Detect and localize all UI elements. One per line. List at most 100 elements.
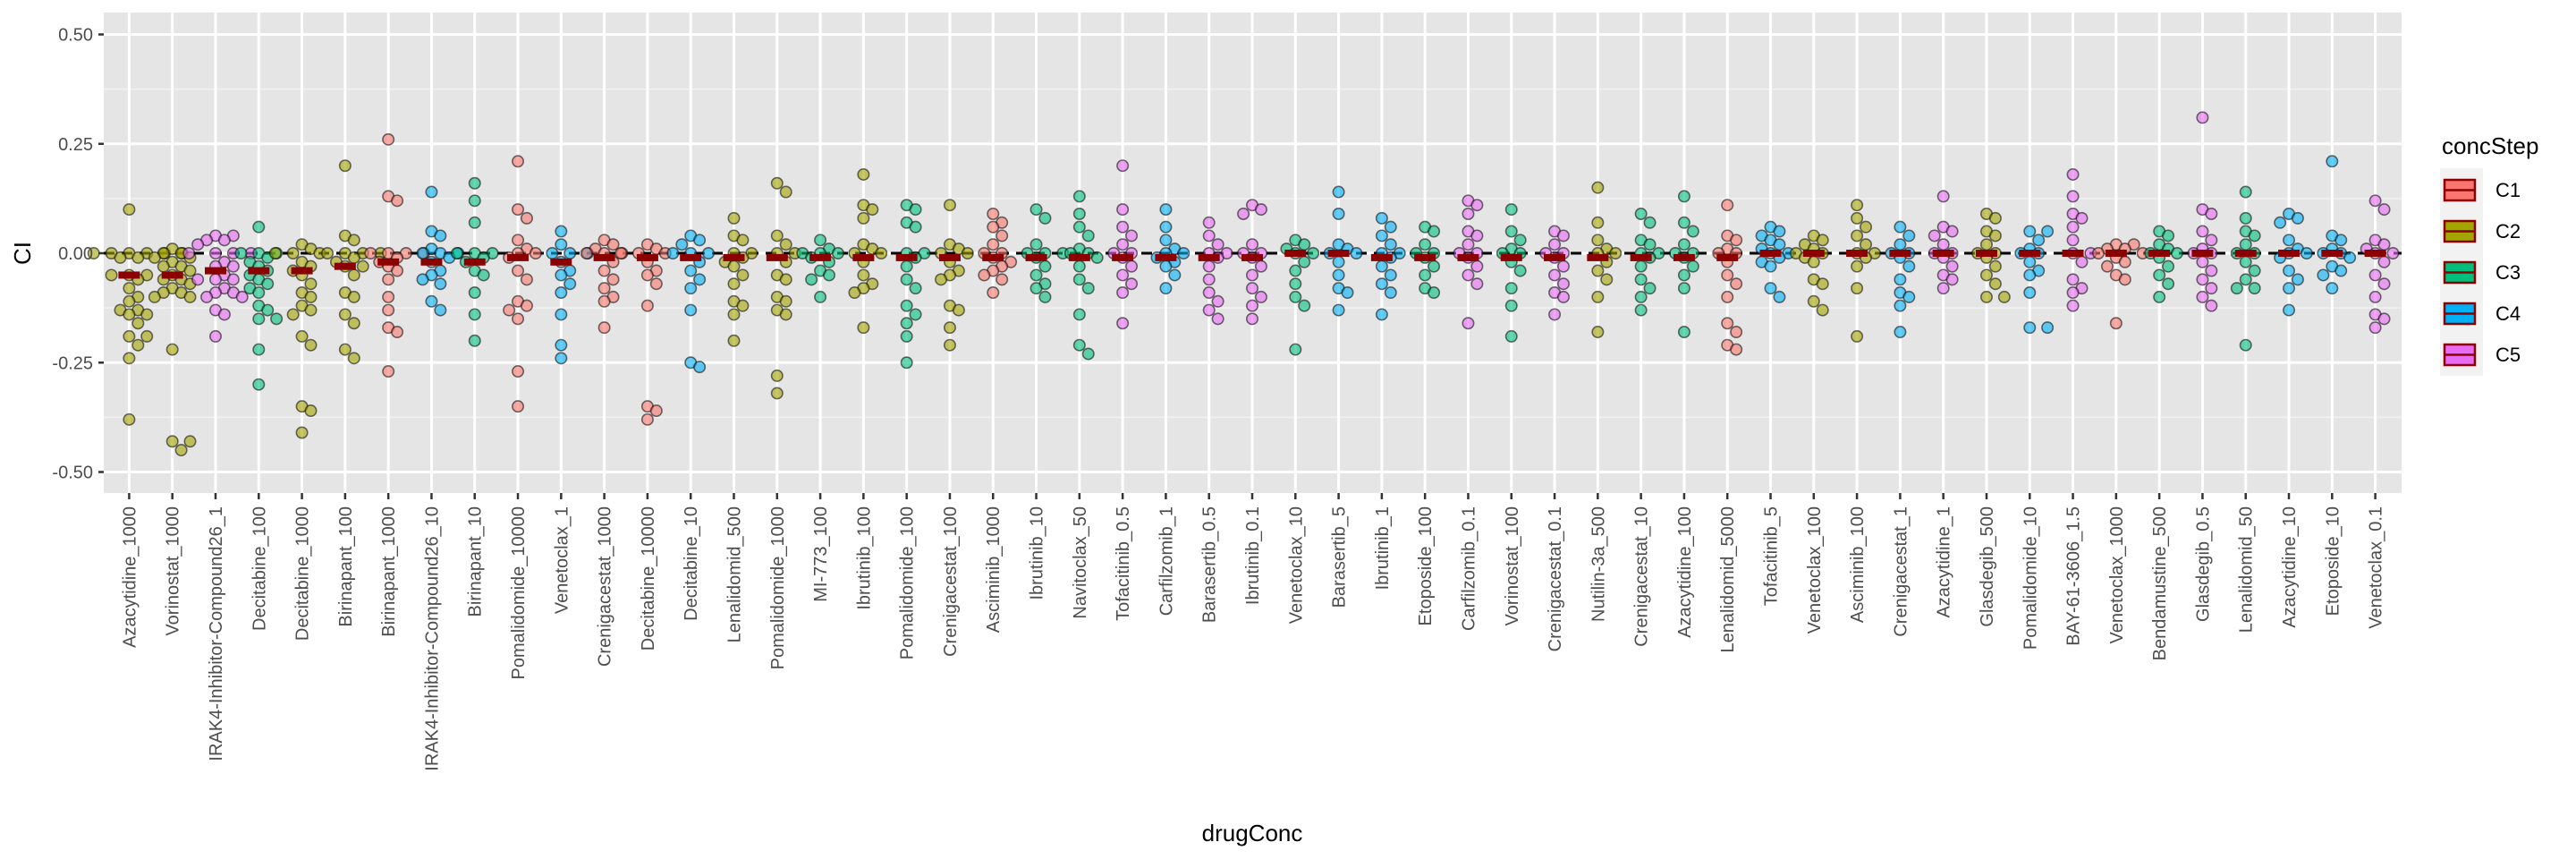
x-tick-label: Venetoclax_0.1 <box>2367 506 2386 629</box>
data-point <box>347 317 360 330</box>
data-point <box>1246 312 1259 326</box>
data-point <box>2230 282 2243 295</box>
data-point <box>1773 238 1786 251</box>
data-point <box>1384 286 1397 300</box>
x-tick-label: Decitabine_10000 <box>639 506 658 651</box>
data-point <box>597 294 611 308</box>
x-tick-label: Crenigacestat_1 <box>1891 506 1911 637</box>
median-markers <box>118 250 2386 279</box>
data-point <box>779 185 792 199</box>
x-tick-label: Birinapant_100 <box>336 506 356 627</box>
data-point <box>286 308 300 321</box>
data-point <box>1470 199 1484 212</box>
data-point <box>1168 268 1182 282</box>
data-point <box>2162 229 2175 242</box>
data-point <box>1298 255 1311 268</box>
data-point <box>391 326 404 339</box>
data-point <box>1634 303 1648 317</box>
data-point <box>822 268 835 282</box>
data-point <box>2377 203 2391 217</box>
data-point <box>512 365 525 378</box>
data-point <box>1677 238 1690 251</box>
x-tick-label: BAY-61-3606_1.5 <box>2064 506 2084 646</box>
x-tick-label: Crenigacestat_1000 <box>596 506 615 667</box>
data-point <box>2075 211 2089 225</box>
data-point <box>252 286 266 300</box>
data-point <box>1609 246 1623 259</box>
data-point <box>1246 268 1259 282</box>
data-point <box>1030 203 1043 217</box>
data-point <box>1851 229 1864 242</box>
data-point <box>2283 303 2296 317</box>
data-point <box>434 277 447 291</box>
data-point <box>1504 329 1518 343</box>
data-point <box>649 404 663 418</box>
data-point <box>848 286 861 300</box>
data-point <box>2196 225 2209 238</box>
data-point <box>1081 229 1095 242</box>
data-point <box>1979 268 1993 282</box>
data-point <box>2162 277 2175 291</box>
data-point <box>1591 264 1605 277</box>
median-marker <box>1889 250 1911 257</box>
data-point <box>805 273 818 286</box>
data-point <box>2377 238 2391 251</box>
data-point <box>1350 246 1363 259</box>
data-point <box>1072 308 1086 321</box>
data-point <box>1773 290 1786 303</box>
data-point <box>2041 321 2055 335</box>
median-marker <box>2278 250 2301 257</box>
data-point <box>450 246 463 259</box>
data-point <box>286 246 300 259</box>
data-point <box>2334 264 2348 277</box>
median-marker <box>636 253 658 261</box>
data-point <box>382 132 395 146</box>
data-point <box>165 435 179 448</box>
data-point <box>1988 277 2002 291</box>
data-point <box>123 329 136 343</box>
data-point <box>1945 225 1959 238</box>
data-point <box>1159 234 1173 247</box>
data-point <box>1289 290 1302 303</box>
data-point <box>2239 273 2252 286</box>
x-tick-label: Vorinostat_1000 <box>164 506 183 636</box>
median-marker <box>1932 250 1954 257</box>
data-point <box>382 365 395 378</box>
data-point <box>1462 317 1475 330</box>
data-point <box>347 352 360 365</box>
data-point <box>1686 225 1699 238</box>
data-point <box>468 216 481 229</box>
median-marker <box>766 253 788 261</box>
data-point <box>1375 259 1388 273</box>
median-marker <box>1198 253 1220 261</box>
data-point <box>1677 216 1690 229</box>
data-point <box>1936 282 1950 295</box>
data-point <box>1634 259 1648 273</box>
median-marker <box>1370 253 1393 261</box>
median-marker <box>550 258 572 266</box>
x-tick-label: Nutilin-3a_500 <box>1589 506 1608 622</box>
data-point <box>2066 273 2080 286</box>
data-point <box>2283 264 2296 277</box>
data-point <box>1419 238 1432 251</box>
data-point <box>1384 238 1397 251</box>
data-point <box>1116 286 1130 300</box>
data-point <box>123 203 136 217</box>
data-point <box>295 329 309 343</box>
data-point <box>1504 282 1518 295</box>
data-point <box>252 343 266 356</box>
data-point <box>961 246 974 259</box>
data-point <box>1721 290 1734 303</box>
legend-label: C1 <box>2496 179 2521 201</box>
x-tick-label: Glasdegib_0.5 <box>2193 506 2213 622</box>
data-point <box>1116 159 1130 173</box>
data-point <box>131 317 145 330</box>
data-point <box>2334 234 2348 247</box>
data-point <box>2196 255 2209 268</box>
data-point <box>123 308 136 321</box>
data-point <box>304 338 318 352</box>
data-point <box>1816 303 1829 317</box>
data-point <box>935 273 948 286</box>
data-point <box>1894 238 1907 251</box>
data-point <box>2368 194 2382 208</box>
